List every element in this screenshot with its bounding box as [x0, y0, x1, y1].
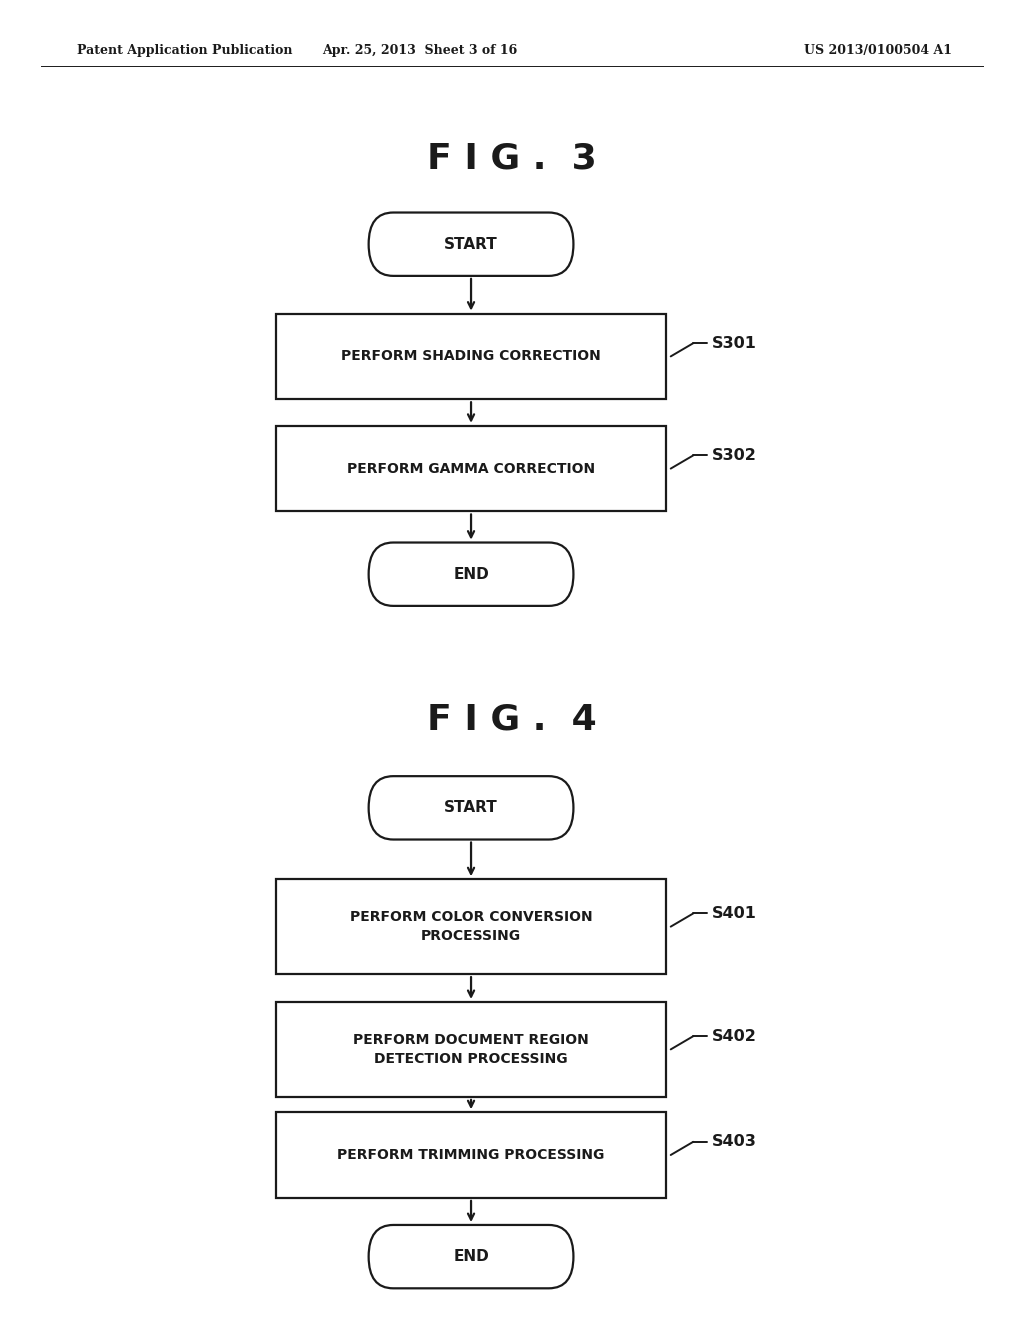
- Text: PERFORM SHADING CORRECTION: PERFORM SHADING CORRECTION: [341, 350, 601, 363]
- Text: F I G .  4: F I G . 4: [427, 702, 597, 737]
- Text: S401: S401: [712, 906, 757, 921]
- Text: PERFORM GAMMA CORRECTION: PERFORM GAMMA CORRECTION: [347, 462, 595, 475]
- FancyBboxPatch shape: [369, 1225, 573, 1288]
- Text: START: START: [444, 800, 498, 816]
- FancyBboxPatch shape: [276, 314, 666, 399]
- Text: PERFORM COLOR CONVERSION
PROCESSING: PERFORM COLOR CONVERSION PROCESSING: [350, 911, 592, 942]
- Text: Apr. 25, 2013  Sheet 3 of 16: Apr. 25, 2013 Sheet 3 of 16: [323, 44, 517, 57]
- Text: F I G .  3: F I G . 3: [427, 141, 597, 176]
- Text: END: END: [454, 1249, 488, 1265]
- Text: S402: S402: [712, 1028, 757, 1044]
- Text: START: START: [444, 236, 498, 252]
- FancyBboxPatch shape: [369, 213, 573, 276]
- Text: S403: S403: [712, 1134, 757, 1150]
- Text: US 2013/0100504 A1: US 2013/0100504 A1: [804, 44, 952, 57]
- Text: PERFORM DOCUMENT REGION
DETECTION PROCESSING: PERFORM DOCUMENT REGION DETECTION PROCES…: [353, 1034, 589, 1065]
- FancyBboxPatch shape: [276, 1111, 666, 1199]
- FancyBboxPatch shape: [276, 1002, 666, 1097]
- Text: S301: S301: [712, 335, 757, 351]
- FancyBboxPatch shape: [276, 425, 666, 511]
- Text: END: END: [454, 566, 488, 582]
- FancyBboxPatch shape: [369, 543, 573, 606]
- Text: PERFORM TRIMMING PROCESSING: PERFORM TRIMMING PROCESSING: [337, 1148, 605, 1162]
- FancyBboxPatch shape: [369, 776, 573, 840]
- Text: Patent Application Publication: Patent Application Publication: [77, 44, 292, 57]
- Text: S302: S302: [712, 447, 757, 463]
- FancyBboxPatch shape: [276, 879, 666, 974]
